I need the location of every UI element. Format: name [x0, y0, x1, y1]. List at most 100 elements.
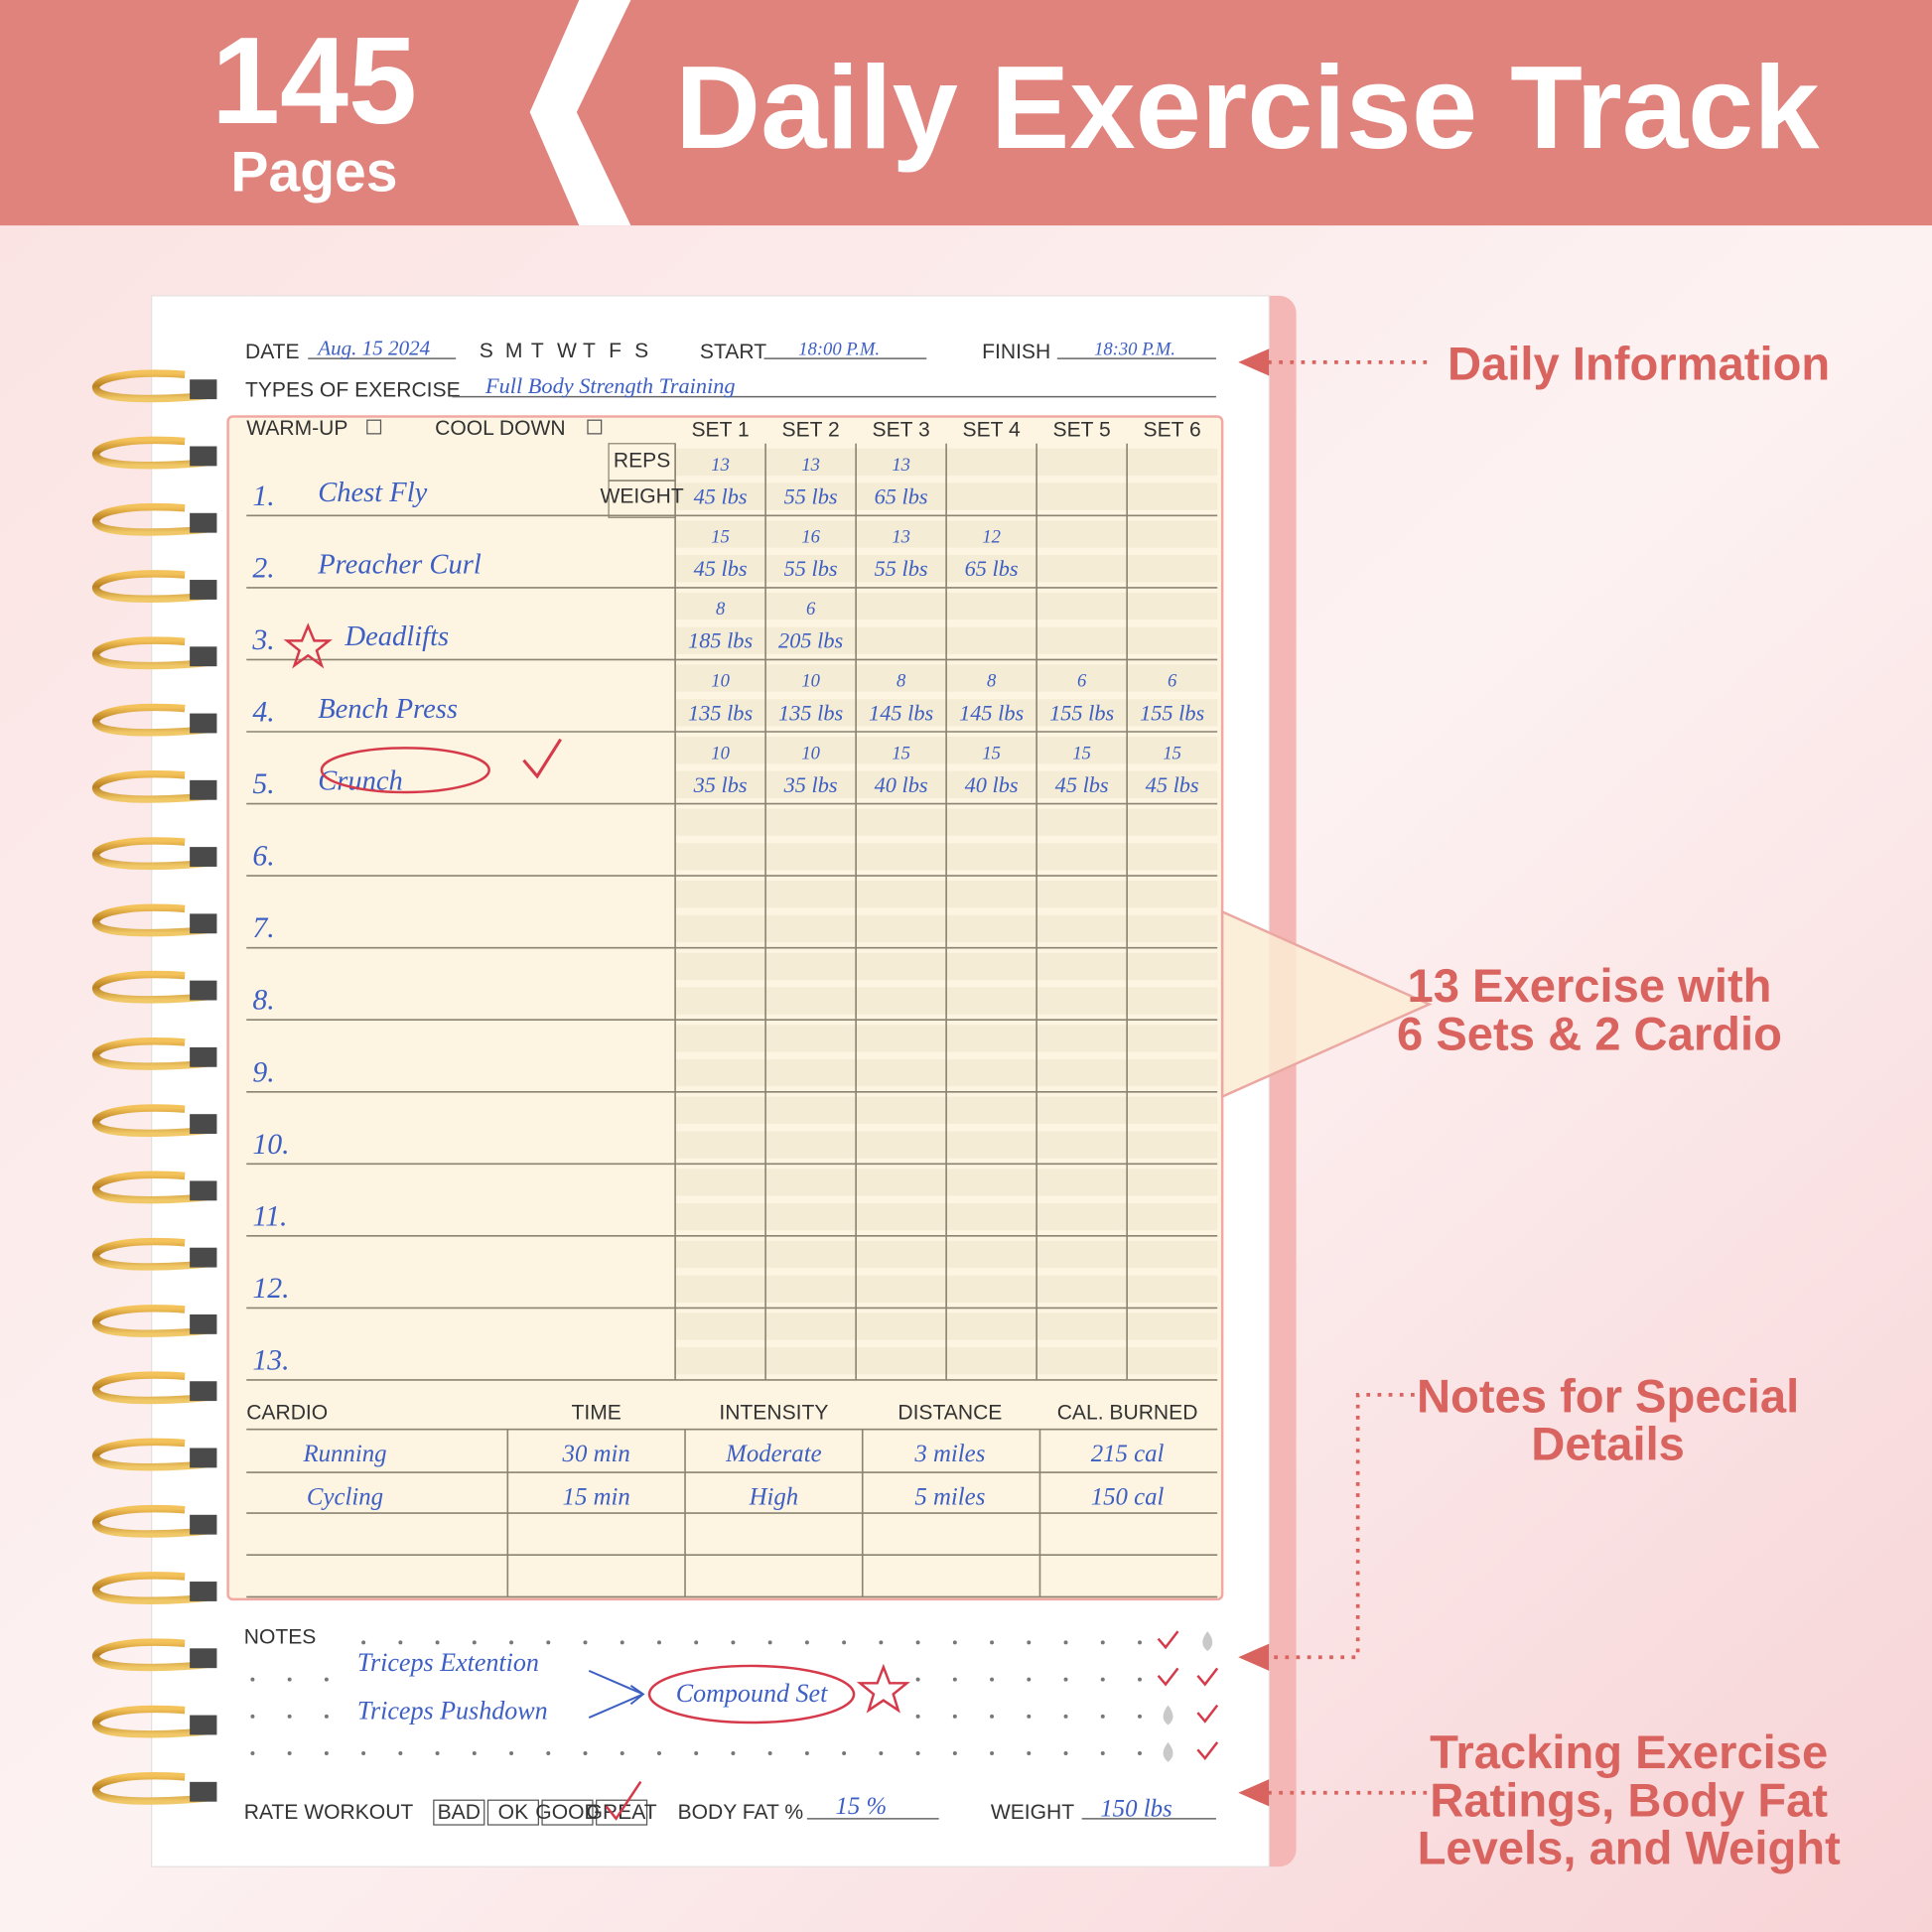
note-arrows: [588, 1669, 645, 1719]
body-fat-value: 15 %: [835, 1793, 887, 1820]
spiral: [92, 369, 217, 1805]
dot: [361, 1640, 366, 1645]
warmup-box: [366, 419, 382, 435]
dot: [361, 1751, 366, 1756]
dot: [990, 1677, 995, 1682]
dot: [509, 1640, 514, 1645]
dot: [694, 1640, 699, 1645]
weight-value: 45 lbs: [694, 556, 748, 581]
chevron: [529, 0, 631, 226]
coil-hole: [190, 1715, 217, 1735]
cooldown-label: COOL DOWN: [435, 417, 566, 440]
coil-hole: [190, 646, 217, 667]
coil-hole: [190, 512, 217, 533]
dot: [1100, 1677, 1105, 1682]
callout-text: 13 Exercise with: [1407, 959, 1771, 1012]
coil: [92, 1638, 216, 1672]
coil-hole: [190, 1046, 217, 1067]
dot: [656, 1751, 661, 1756]
cardio-value: Moderate: [725, 1441, 821, 1467]
exercise-number: 4.: [252, 695, 274, 728]
weight-value: 45 lbs: [1146, 772, 1199, 797]
reps-value: 13: [801, 455, 820, 476]
rating-label: GOOD: [535, 1801, 599, 1824]
banner-title: Daily Exercise Track: [675, 42, 1820, 174]
callout-connectors: [1256, 360, 1430, 1795]
weight-value: 55 lbs: [784, 556, 838, 581]
dot: [1027, 1751, 1032, 1756]
dot: [250, 1714, 255, 1719]
exercise-name: Bench Press: [318, 694, 458, 725]
dot: [1063, 1677, 1068, 1682]
weight-value: 40 lbs: [965, 772, 1019, 797]
dot: [1100, 1640, 1105, 1645]
day: S: [480, 340, 493, 362]
cardio-value: 30 min: [562, 1441, 630, 1467]
dot: [620, 1751, 624, 1756]
dot: [879, 1640, 884, 1645]
coil-hole: [190, 847, 217, 867]
dot: [915, 1640, 920, 1645]
reps-value: 6: [1168, 671, 1177, 692]
coil: [92, 770, 216, 803]
reps-value: 15: [892, 743, 910, 763]
reps-value: 13: [892, 527, 910, 548]
date-label: DATE: [245, 341, 300, 363]
callout-text: Daily Information: [1448, 337, 1830, 389]
cardio-table: CARDIO TIME INTENSITY DISTANCE CAL. BURNED Ru…: [246, 1402, 1218, 1598]
dot: [583, 1751, 588, 1756]
start-value: 18:00 P.M.: [798, 339, 880, 359]
dot: [398, 1751, 403, 1756]
exercise-number: 12.: [252, 1272, 289, 1305]
day: F: [609, 340, 621, 362]
dot: [509, 1751, 514, 1756]
dot: [990, 1751, 995, 1756]
dot: [1100, 1751, 1105, 1756]
coil-hole: [190, 1448, 217, 1468]
coil: [92, 1171, 216, 1204]
exercise-number: 9.: [252, 1055, 274, 1088]
callout-text: Details: [1531, 1418, 1685, 1470]
coil-hole: [190, 980, 217, 1001]
dot: [324, 1714, 329, 1719]
page-count: 145: [211, 13, 417, 150]
callout-wedge: [1220, 909, 1433, 1099]
types-value: Full Body Strength Training: [484, 373, 736, 398]
date-value: Aug. 15 2024: [316, 336, 430, 359]
weight-value: 65 lbs: [875, 484, 928, 509]
dot: [915, 1714, 920, 1719]
coil-hole: [190, 713, 217, 734]
exercise-name: Deadlifts: [345, 621, 450, 652]
dot: [1063, 1714, 1068, 1719]
dot: [879, 1751, 884, 1756]
circle-mark: [320, 747, 490, 794]
coil-hole: [190, 913, 217, 934]
cardio-value: 3 miles: [913, 1441, 985, 1467]
cardio-value: 150 cal: [1091, 1483, 1165, 1510]
coil-hole: [190, 580, 217, 600]
dot: [324, 1751, 329, 1756]
coil: [92, 970, 216, 1004]
set-header: SET 2: [782, 418, 840, 441]
weight-value: 55 lbs: [875, 556, 928, 581]
coil-hole: [190, 1582, 217, 1601]
rating-box: [596, 1799, 648, 1826]
reps-value: 10: [711, 671, 730, 692]
reps-value: 15: [1072, 743, 1091, 763]
weight-value: 145 lbs: [959, 700, 1024, 725]
dot: [1100, 1714, 1105, 1719]
reps-value: 15: [982, 743, 1001, 763]
cardio-header: CARDIO: [246, 1402, 328, 1425]
day: T: [583, 340, 596, 362]
coil: [92, 1772, 216, 1805]
rating-box: [433, 1799, 485, 1826]
dot: [952, 1677, 957, 1682]
dot: [1138, 1714, 1142, 1719]
weight-value: 185 lbs: [688, 628, 753, 653]
dot-grid: [250, 1640, 1142, 1756]
dot: [398, 1640, 403, 1645]
dot: [1138, 1677, 1142, 1682]
cardio-header: DISTANCE: [897, 1402, 1002, 1425]
